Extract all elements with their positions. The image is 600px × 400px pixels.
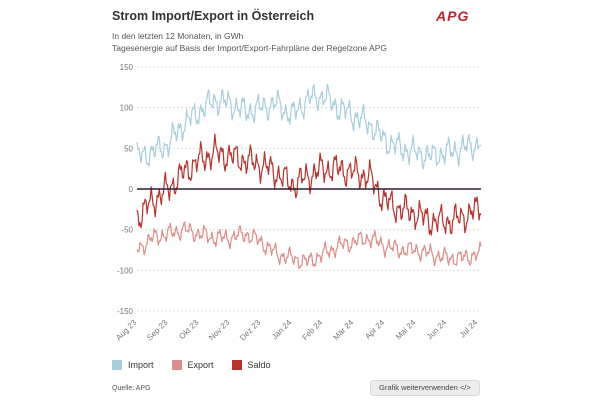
x-tick-label: Jul 24 [458,318,480,340]
legend-swatch-saldo [231,360,242,370]
legend-item-export[interactable]: Export [171,360,214,370]
series-line-export [136,221,482,269]
page-title: Strom Import/Export in Österreich [112,9,315,23]
y-tick-label: -100 [117,266,134,275]
x-tick-label: Okt 23 [177,318,200,341]
y-tick-label: 50 [124,144,133,153]
legend-swatch-import [112,360,122,370]
x-tick-label: Jan 24 [270,318,294,342]
subtitle-period: In den letzten 12 Monaten, in GWh [112,31,244,41]
legend-label-import: Import [128,360,154,370]
y-tick-label: 0 [129,185,134,194]
x-tick-label: Feb 24 [300,318,324,342]
reuse-chart-button[interactable]: Grafik weiterverwenden </> [370,380,480,396]
y-tick-label: 100 [120,104,134,113]
x-tick-label: Jun 24 [425,318,449,342]
legend: Import Export Saldo [112,360,271,370]
x-tick-label: Sep 23 [145,318,170,343]
x-tick-label: Mär 24 [331,318,355,342]
y-tick-label: 150 [120,63,134,72]
legend-swatch-export [171,360,182,370]
source-note: Quelle: APG [112,385,151,392]
legend-item-saldo[interactable]: Saldo [231,360,271,370]
legend-label-export: Export [187,360,214,370]
y-tick-label: -150 [117,307,134,316]
x-tick-label: Apr 24 [363,318,386,341]
y-tick-label: -50 [121,226,133,235]
series-line-import [136,83,482,170]
legend-label-saldo: Saldo [247,360,271,370]
subtitle-method: Tagesenergie auf Basis der Import/Export… [112,43,387,53]
x-tick-label: Mai 24 [394,318,418,342]
x-tick-label: Nov 23 [207,318,232,343]
x-tick-label: Aug 23 [114,318,139,343]
apg-logo: APG [436,8,470,24]
legend-item-import[interactable]: Import [112,360,154,370]
series-line-saldo [136,133,482,236]
x-tick-label: Dez 23 [238,318,263,343]
